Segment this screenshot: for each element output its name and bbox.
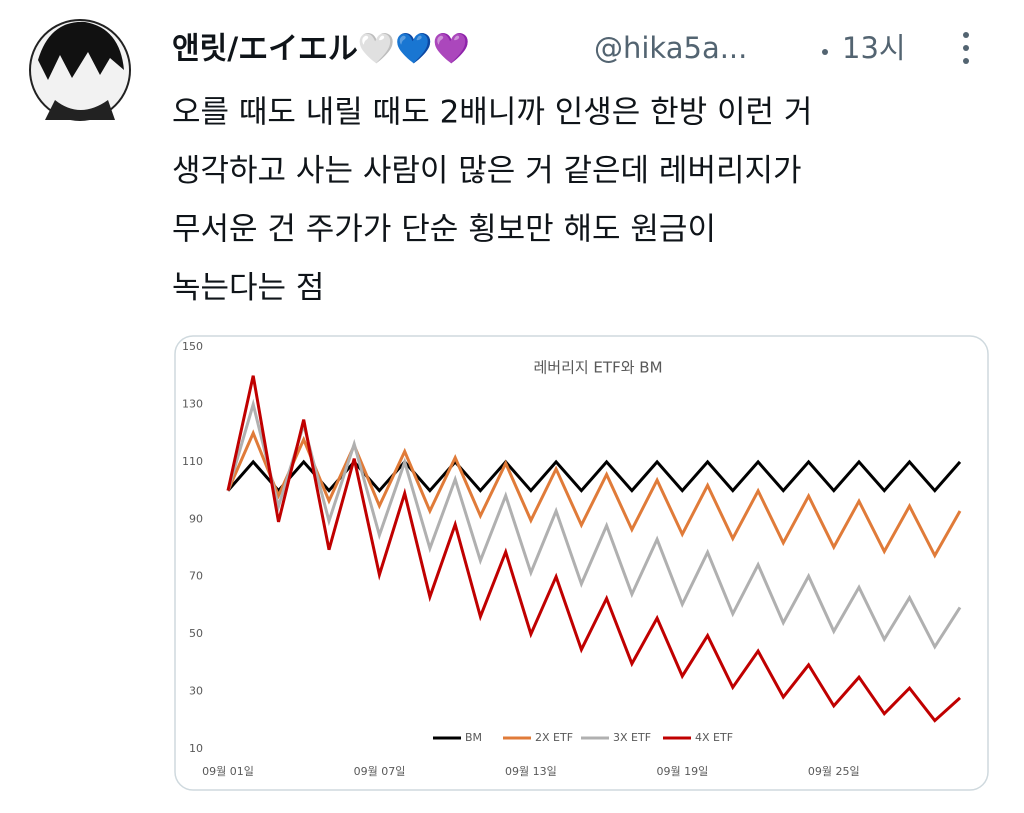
separator-dot (822, 49, 828, 55)
legend-label: 3X ETF (613, 731, 651, 744)
legend-label: 4X ETF (695, 731, 733, 744)
x-tick-label: 09월 13일 (505, 764, 557, 778)
menu-dot (963, 32, 969, 38)
text-line: 오를 때도 내릴 때도 2배니까 인생은 한방 이런 거 (172, 95, 812, 131)
legend-label: BM (465, 731, 482, 744)
text-line: 무서운 건 주가가 단순 횡보만 해도 원금이 (172, 212, 716, 248)
legend-label: 2X ETF (535, 731, 573, 744)
series-line (226, 375, 962, 723)
media-card[interactable] (174, 335, 989, 791)
avatar-hair (38, 21, 124, 80)
y-tick-label: 30 (189, 685, 203, 698)
handle[interactable]: @hika5a... (594, 31, 747, 65)
menu-dot (963, 58, 969, 64)
x-tick-label: 09월 19일 (656, 764, 708, 778)
text-line: 생각하고 사는 사람이 많은 거 같은데 레버리지가 (172, 153, 802, 189)
x-tick-label: 09월 07일 (354, 764, 406, 778)
timestamp[interactable]: 13시 (842, 31, 906, 65)
chart: 10 30 50 70 90 110 130 150 09월 01일 09월 07일 09월 13일… (182, 340, 962, 778)
avatar[interactable] (29, 19, 131, 121)
y-tick-label: 150 (182, 340, 203, 353)
author-name[interactable]: 앤릿/エイエル🤍💙💜 (172, 32, 471, 67)
y-tick-label: 110 (182, 455, 203, 468)
y-tick-label: 70 (189, 570, 203, 583)
x-tick-label: 09월 25일 (808, 764, 860, 778)
more-menu[interactable] (963, 32, 969, 64)
menu-dot (963, 45, 969, 51)
x-tick-label: 09월 01일 (202, 764, 254, 778)
series-line (226, 398, 962, 650)
y-tick-label: 10 (189, 742, 203, 755)
avatar-body (45, 100, 115, 120)
series-line (226, 459, 962, 493)
text-line: 녹는다는 점 (172, 270, 324, 306)
y-tick-label: 50 (189, 627, 203, 640)
chart-title: 레버리지 ETF와 BM (533, 359, 662, 377)
y-tick-label: 90 (189, 512, 203, 525)
y-tick-label: 130 (182, 397, 203, 410)
